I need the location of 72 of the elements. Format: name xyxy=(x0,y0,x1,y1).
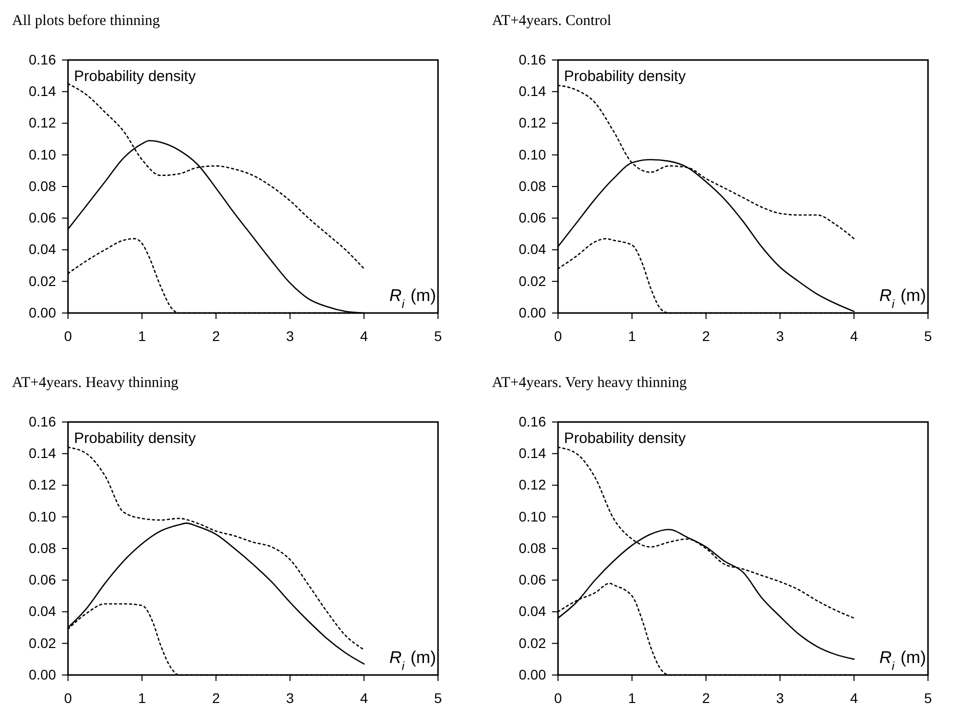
y-tick-label: 0.06 xyxy=(518,210,546,226)
y-tick-label: 0.08 xyxy=(518,178,546,194)
y-axis-title: Probability density xyxy=(74,68,196,85)
y-tick-label: 0.16 xyxy=(28,413,56,430)
x-tick-label: 5 xyxy=(924,328,932,344)
x-tick-label: 1 xyxy=(628,328,636,344)
x-tick-label: 5 xyxy=(434,690,442,706)
y-axis-title: Probability density xyxy=(564,68,686,85)
y-tick-label: 0.04 xyxy=(28,241,56,258)
y-tick-label: 0.06 xyxy=(518,572,546,588)
y-tick-label: 0.10 xyxy=(518,508,546,524)
x-tick-label: 0 xyxy=(64,328,72,344)
x-tick-label: 3 xyxy=(286,690,294,706)
x-tick-label: 5 xyxy=(434,328,442,344)
x-tick-label: 3 xyxy=(286,328,294,344)
y-tick-label: 0.16 xyxy=(28,51,56,68)
x-tick-label: 2 xyxy=(212,328,220,344)
x-tick-label: 4 xyxy=(360,328,368,344)
y-tick-label: 0.00 xyxy=(518,304,546,320)
y-tick-label: 0.14 xyxy=(518,83,546,100)
y-tick-label: 0.06 xyxy=(28,210,56,226)
y-tick-label: 0.02 xyxy=(28,272,56,289)
y-tick-label: 0.04 xyxy=(518,241,546,258)
x-tick-label: 5 xyxy=(924,690,932,706)
x-tick-label: 3 xyxy=(776,690,784,706)
x-tick-label: 2 xyxy=(702,690,710,706)
y-tick-label: 0.16 xyxy=(518,51,546,68)
y-tick-label: 0.16 xyxy=(518,413,546,430)
y-tick-label: 0.14 xyxy=(518,445,546,462)
x-tick-label: 1 xyxy=(138,328,146,344)
y-tick-label: 0.02 xyxy=(518,272,546,289)
y-tick-label: 0.00 xyxy=(518,666,546,682)
y-tick-label: 0.00 xyxy=(28,304,56,320)
x-tick-label: 4 xyxy=(850,690,858,706)
x-axis-title: R$_{i}$ (m) xyxy=(879,648,926,673)
x-tick-label: 1 xyxy=(138,690,146,706)
y-tick-label: 0.02 xyxy=(28,634,56,651)
x-tick-label: 4 xyxy=(850,328,858,344)
y-tick-label: 0.10 xyxy=(28,508,56,524)
x-tick-label: 0 xyxy=(554,328,562,344)
y-tick-label: 0.04 xyxy=(28,603,56,620)
y-axis-title: Probability density xyxy=(74,430,196,447)
x-tick-label: 0 xyxy=(554,690,562,706)
x-axis-title: R$_{i}$ (m) xyxy=(389,286,436,311)
y-tick-label: 0.10 xyxy=(518,146,546,162)
x-axis-title: R$_{i}$ (m) xyxy=(879,286,926,311)
chart-title: AT+4years. Very heavy thinning xyxy=(492,375,688,391)
x-tick-label: 4 xyxy=(360,690,368,706)
x-tick-label: 1 xyxy=(628,690,636,706)
chart-title: AT+4years. Heavy thinning xyxy=(12,375,179,391)
y-tick-label: 0.14 xyxy=(28,83,56,100)
y-tick-label: 0.08 xyxy=(28,178,56,194)
y-tick-label: 0.10 xyxy=(28,146,56,162)
y-tick-label: 0.12 xyxy=(28,114,56,131)
y-tick-label: 0.06 xyxy=(28,572,56,588)
x-tick-label: 3 xyxy=(776,328,784,344)
x-tick-label: 0 xyxy=(64,690,72,706)
y-tick-label: 0.12 xyxy=(518,114,546,131)
y-axis-title: Probability density xyxy=(564,430,686,447)
y-tick-label: 0.08 xyxy=(518,540,546,556)
y-tick-label: 0.04 xyxy=(518,603,546,620)
y-tick-label: 0.00 xyxy=(28,666,56,682)
chart-title: All plots before thinning xyxy=(12,13,160,29)
y-tick-label: 0.02 xyxy=(518,634,546,651)
y-tick-label: 0.14 xyxy=(28,445,56,462)
x-tick-label: 2 xyxy=(702,328,710,344)
y-tick-label: 0.12 xyxy=(518,476,546,493)
chart-title: AT+4years. Control xyxy=(492,13,612,29)
y-tick-label: 0.12 xyxy=(28,476,56,493)
x-axis-title: R$_{i}$ (m) xyxy=(389,648,436,673)
y-tick-label: 0.08 xyxy=(28,540,56,556)
x-tick-label: 2 xyxy=(212,690,220,706)
